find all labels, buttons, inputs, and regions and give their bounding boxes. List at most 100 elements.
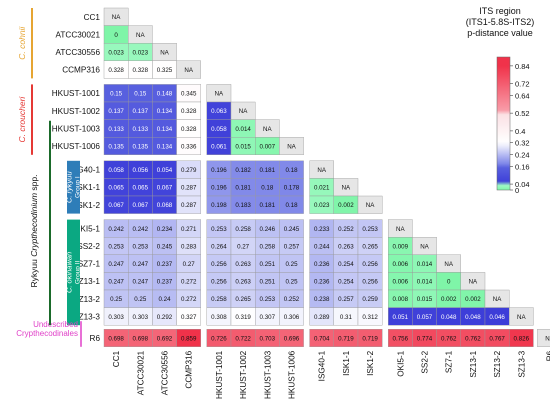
cell-value: 0.328 <box>181 108 197 115</box>
diagonal-label: NA <box>215 91 224 98</box>
diagonal-label: NA <box>263 126 272 133</box>
heatmap-cell <box>176 195 202 214</box>
cell-value: 0.258 <box>260 243 276 250</box>
heatmap-cell <box>357 329 383 348</box>
row-label: HKUST-1003 <box>52 124 101 133</box>
cell-value: 0.196 <box>211 185 227 192</box>
cell-value: 0.762 <box>465 335 481 342</box>
cell-value: 0.303 <box>108 314 124 321</box>
cell-value: 0.236 <box>314 261 330 268</box>
cell-value: 0.31 <box>340 314 353 321</box>
cell-value: 0.182 <box>235 167 251 174</box>
cell-value: 0.271 <box>181 226 197 233</box>
diagonal-label: NA <box>136 32 145 39</box>
cell-value: 0.067 <box>133 202 149 209</box>
cell-value: 0.181 <box>235 185 251 192</box>
cell-value: 0.272 <box>181 296 197 303</box>
cell-value: 0.014 <box>235 126 251 133</box>
cell-value: 0.25 <box>110 296 123 303</box>
column-label: ISK1-1 <box>342 350 351 375</box>
cell-value: 0.134 <box>157 108 173 115</box>
cell-value: 0.336 <box>181 143 197 150</box>
cell-value: 0.327 <box>181 314 197 321</box>
cell-value: 0.306 <box>284 314 300 321</box>
column-label: SZ7-1 <box>445 350 454 373</box>
column-label: ATCC30021 <box>136 350 145 395</box>
legend-tick-label: 0.52 <box>515 109 530 118</box>
legend-tick-label: 0.24 <box>515 151 530 160</box>
legend-title: p-distance value <box>467 28 533 38</box>
cell-value: 0.247 <box>108 279 124 286</box>
cell-value: 0.264 <box>211 243 227 250</box>
cell-value: 0.328 <box>133 67 149 74</box>
cell-value: 0.015 <box>417 296 433 303</box>
cell-value: 0.181 <box>260 167 276 174</box>
row-label: R6 <box>90 334 101 343</box>
diagonal-label: NA <box>420 243 429 250</box>
legend-tick-label: 0 <box>515 186 519 195</box>
cell-value: 0.251 <box>260 279 276 286</box>
cell-value: 0.25 <box>134 296 147 303</box>
group-label: C. cohnii <box>17 26 27 60</box>
outer-group-label: Rykyuu Crypthecodinium spp. <box>29 175 39 288</box>
column-label: ISK1-2 <box>366 350 375 375</box>
group-bar <box>67 160 80 214</box>
cell-value: 0.303 <box>133 314 149 321</box>
cell-value: 0.183 <box>235 202 251 209</box>
diagonal-cell <box>279 136 304 155</box>
cell-value: 0.774 <box>417 335 433 342</box>
diagonal-label: NA <box>469 279 478 286</box>
cell-value: 0.256 <box>362 279 378 286</box>
row-label: CC1 <box>84 13 101 22</box>
group-label: C. okinawanGroup II <box>65 252 82 293</box>
cell-value: 0.068 <box>157 202 173 209</box>
cell-value: 0.263 <box>338 243 354 250</box>
cell-value: 0.263 <box>235 261 251 268</box>
cell-value: 0.719 <box>362 335 378 342</box>
diagonal-label: NA <box>545 335 550 342</box>
cell-value: 0.254 <box>338 261 354 268</box>
cell-value: 0.263 <box>235 279 251 286</box>
cell-value: 0.254 <box>338 279 354 286</box>
row-label: ISK1-2 <box>75 201 100 210</box>
cell-value: 0.325 <box>157 67 173 74</box>
cell-value: 0.24 <box>158 296 171 303</box>
cell-value: 0.134 <box>157 126 173 133</box>
heatmap-cell <box>509 329 534 348</box>
cell-value: 0.265 <box>362 243 378 250</box>
cell-value: 0.726 <box>211 335 227 342</box>
cell-value: 0.307 <box>260 314 276 321</box>
cell-value: 0.137 <box>108 108 124 115</box>
cell-value: 0.703 <box>260 335 276 342</box>
row-label: SZ13-3 <box>73 312 100 321</box>
cell-value: 0.246 <box>260 226 276 233</box>
diagonal-label: NA <box>396 226 405 233</box>
cell-value: 0.692 <box>157 335 173 342</box>
cell-value: 0.265 <box>235 296 251 303</box>
group-label: C. croucheri <box>17 96 27 143</box>
cell-value: 0.345 <box>181 91 197 98</box>
cell-value: 0.696 <box>284 335 300 342</box>
cell-value: 0.698 <box>133 335 149 342</box>
column-label: R6 <box>546 350 550 361</box>
cell-value: 0.046 <box>489 314 505 321</box>
cell-value: 0.233 <box>314 226 330 233</box>
cell-value: 0.023 <box>314 202 330 209</box>
cell-value: 0.252 <box>284 296 300 303</box>
cell-value: 0.244 <box>314 243 330 250</box>
cell-value: 0.18 <box>285 202 298 209</box>
legend-title: (ITS1-5.8S-ITS2) <box>466 17 535 27</box>
column-label: SZ13-2 <box>493 350 502 377</box>
cell-value: 0.014 <box>417 261 433 268</box>
cell-value: 0.014 <box>417 279 433 286</box>
cell-value: 0.253 <box>108 243 124 250</box>
cell-value: 0.826 <box>514 335 530 342</box>
cell-value: 0.272 <box>181 279 197 286</box>
cell-value: 0.259 <box>362 296 378 303</box>
cell-value: 0.023 <box>108 49 124 56</box>
cell-value: 0.25 <box>285 279 298 286</box>
cell-value: 0.18 <box>285 167 298 174</box>
cell-value: 0.051 <box>393 314 409 321</box>
cell-value: 0.859 <box>181 335 197 342</box>
heatmap-cell <box>176 329 202 348</box>
